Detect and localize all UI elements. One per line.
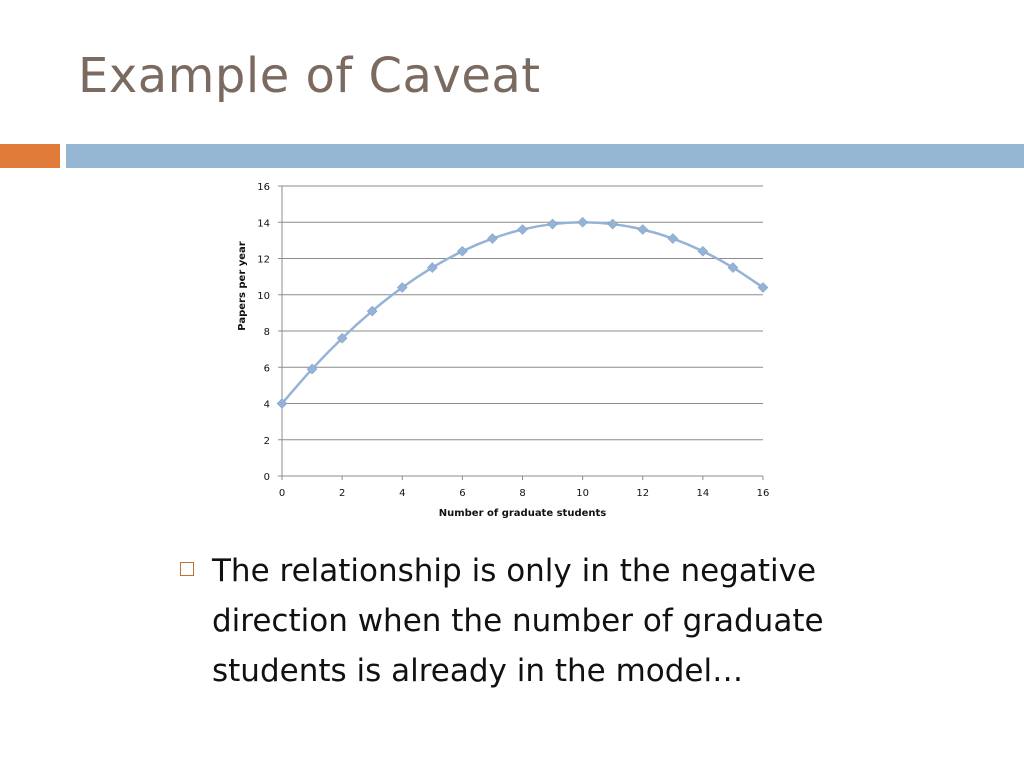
y-tick-label: 14 xyxy=(257,218,270,229)
bullet-item: The relationship is only in the negative… xyxy=(180,546,880,696)
data-point-marker xyxy=(547,218,558,230)
x-tick-label: 0 xyxy=(279,488,285,499)
y-tick-label: 0 xyxy=(264,472,270,483)
header-accent-bar xyxy=(0,144,60,168)
y-tick-label: 8 xyxy=(264,327,270,338)
data-point-marker xyxy=(366,305,378,317)
x-tick-label: 10 xyxy=(576,488,589,499)
data-point-marker xyxy=(727,262,739,273)
data-point-marker xyxy=(757,282,769,293)
data-point-marker xyxy=(637,224,649,235)
data-point-marker xyxy=(396,282,408,293)
x-tick-label: 6 xyxy=(459,488,465,499)
data-point-marker xyxy=(517,224,528,235)
axes xyxy=(278,185,764,480)
data-point-marker xyxy=(336,332,348,344)
y-tick-label: 12 xyxy=(257,255,270,266)
series-markers xyxy=(276,216,769,409)
hollow-square-bullet-icon xyxy=(180,562,194,576)
y-axis-label: Papers per year xyxy=(237,241,248,331)
x-tick-label: 12 xyxy=(636,488,649,499)
header-bar xyxy=(66,144,1024,168)
data-point-marker xyxy=(276,398,288,409)
data-point-marker xyxy=(697,245,709,257)
data-point-marker xyxy=(487,233,498,244)
data-point-marker xyxy=(607,218,618,230)
line-chart: 0 2 4 6 8 10 12 14 16 0 2 4 6 8 10 12 14 16 Number of gr… xyxy=(237,182,770,519)
data-point-marker xyxy=(306,363,318,375)
series-line xyxy=(281,220,764,405)
x-tick-label: 4 xyxy=(399,488,405,499)
x-tick-label: 2 xyxy=(339,488,345,499)
x-tick-label: 16 xyxy=(757,488,770,499)
slide-title: Example of Caveat xyxy=(78,48,541,104)
grid-lines xyxy=(282,185,763,441)
y-tick-label: 6 xyxy=(264,363,270,374)
data-point-marker xyxy=(457,245,468,257)
data-point-marker xyxy=(427,262,438,273)
x-tick-labels: 0 2 4 6 8 10 12 14 16 xyxy=(279,488,770,499)
x-tick-label: 8 xyxy=(519,488,525,499)
y-tick-label: 16 xyxy=(257,182,270,193)
y-tick-label: 4 xyxy=(264,400,270,411)
y-tick-label: 10 xyxy=(257,291,270,302)
y-tick-labels: 0 2 4 6 8 10 12 14 16 xyxy=(257,182,270,483)
x-axis-label: Number of graduate students xyxy=(439,508,607,519)
x-tick-label: 14 xyxy=(697,488,710,499)
bullet-text: The relationship is only in the negative… xyxy=(212,553,824,689)
y-tick-label: 2 xyxy=(264,436,270,447)
data-point-marker xyxy=(577,216,588,228)
data-point-marker xyxy=(667,233,679,244)
